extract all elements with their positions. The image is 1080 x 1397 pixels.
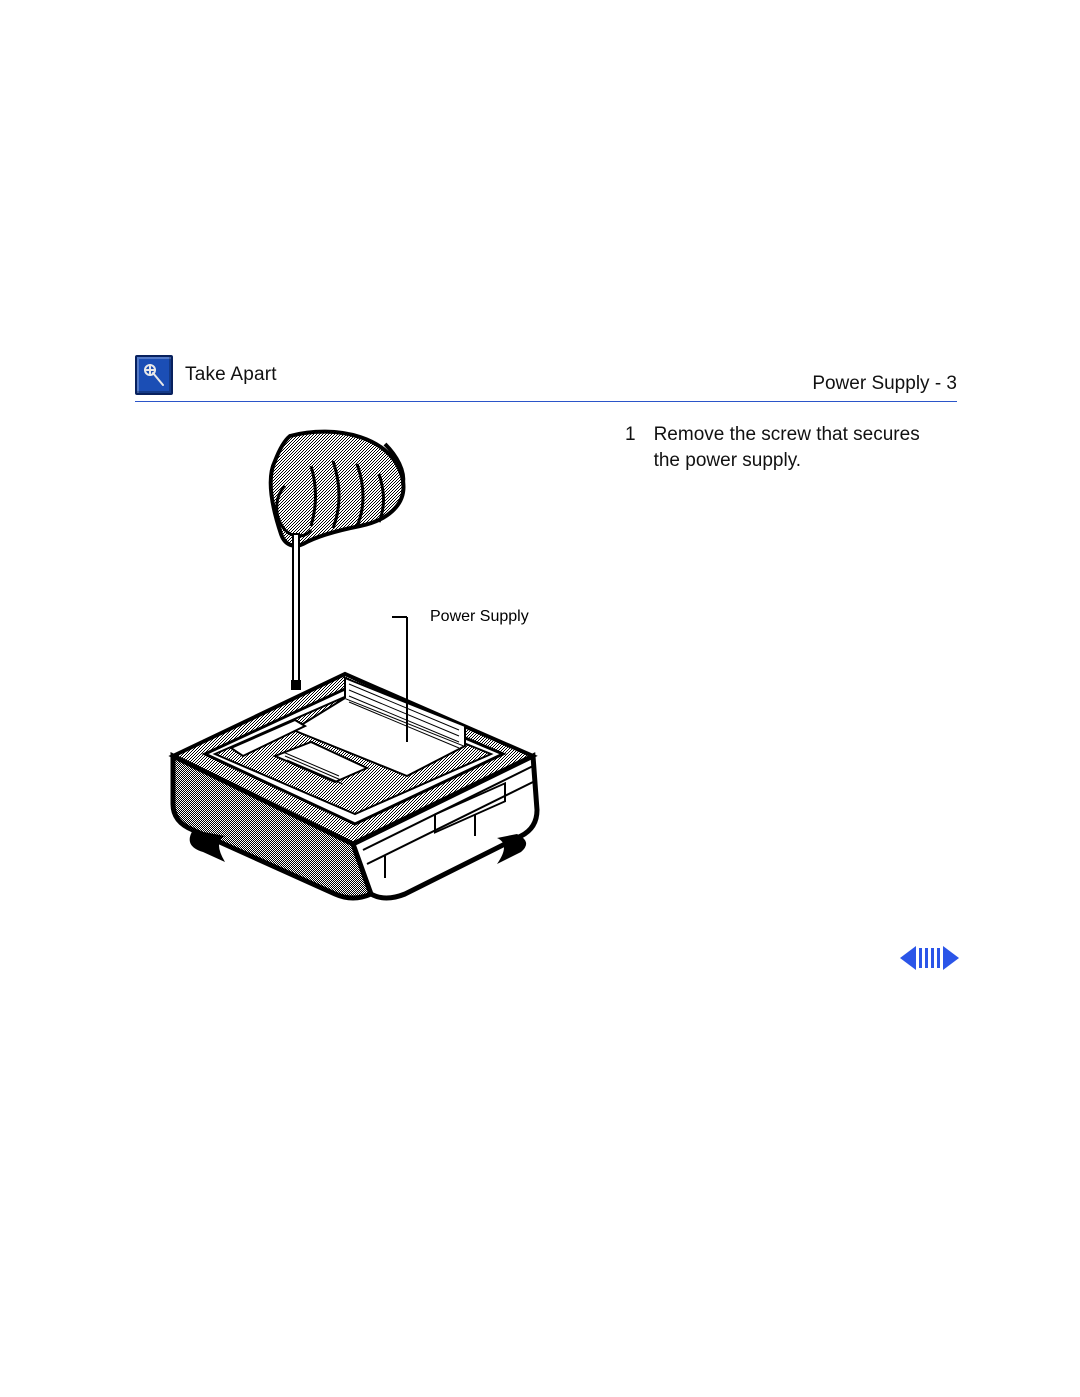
- page-header: Take Apart Power Supply - 3: [135, 355, 957, 395]
- nav-bars-icon: [919, 948, 940, 968]
- callout-label: Power Supply: [430, 608, 529, 626]
- prev-page-arrow-icon[interactable]: [900, 946, 916, 970]
- next-page-arrow-icon[interactable]: [943, 946, 959, 970]
- power-supply-illustration: Power Supply: [135, 426, 565, 921]
- tool-icon: [135, 355, 173, 395]
- step-1: 1 Remove the screw that secures the powe…: [625, 422, 935, 473]
- header-left: Take Apart: [135, 355, 277, 395]
- manual-page: Take Apart Power Supply - 3: [135, 355, 957, 978]
- step-number: 1: [625, 422, 636, 473]
- page-nav: [900, 946, 959, 970]
- content-area: Power Supply 1 Remove the screw that sec…: [135, 418, 957, 978]
- hand-group: [271, 432, 404, 546]
- chassis: [173, 674, 537, 898]
- section-title: Take Apart: [185, 364, 277, 386]
- header-rule: [135, 401, 957, 402]
- step-text: Remove the screw that secures the power …: [654, 422, 935, 473]
- screwdriver: [291, 534, 301, 690]
- page-label: Power Supply - 3: [812, 373, 957, 395]
